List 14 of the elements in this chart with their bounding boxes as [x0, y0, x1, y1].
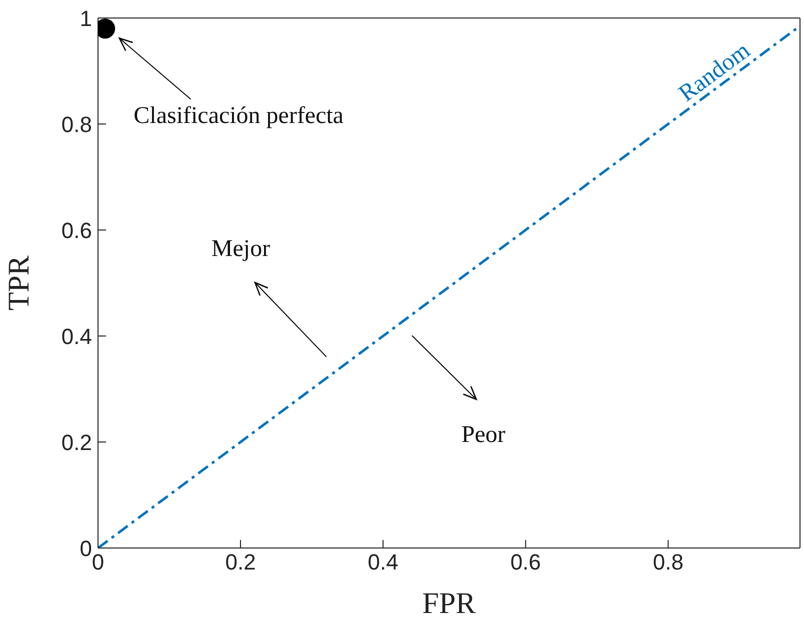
- y-tick-label: 1: [80, 6, 92, 31]
- x-tick-label: 0.2: [225, 550, 256, 575]
- y-tick-label: 0.6: [61, 218, 92, 243]
- x-tick-label: 0.8: [652, 550, 684, 575]
- annotation: Mejor: [211, 236, 270, 262]
- y-tick-label: 0.8: [61, 112, 92, 137]
- annotation: Clasificación perfecta: [134, 103, 344, 130]
- x-tick-label: 0.6: [510, 550, 541, 575]
- y-tick-label: 0.4: [61, 324, 92, 349]
- y-axis-title: TPR: [2, 255, 36, 311]
- x-tick-label: 0.4: [368, 550, 398, 575]
- x-axis-title: FPR: [422, 587, 476, 620]
- annotation: Peor: [461, 422, 506, 448]
- y-tick-label: 0.2: [61, 430, 92, 455]
